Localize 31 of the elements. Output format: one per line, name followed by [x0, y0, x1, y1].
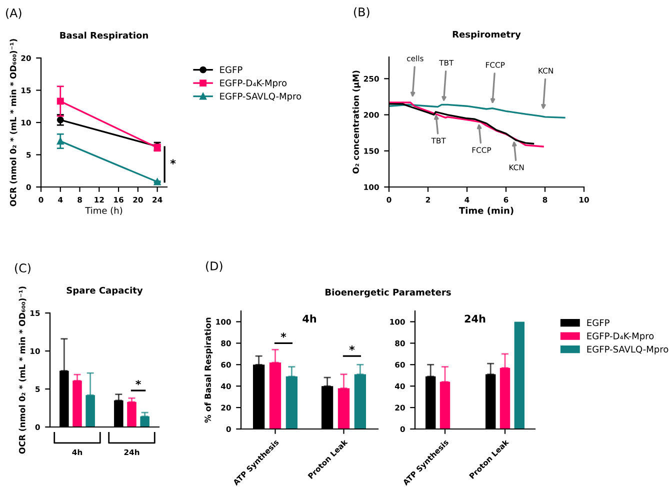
bar [140, 416, 150, 427]
y-axis-title: OCR (nmol 0₂ * (mL * min * OD₆₀₀)⁻¹) [18, 286, 26, 454]
y-axis-title: % of Basal Respiration [204, 318, 213, 423]
x-axis-title: Time (h) [85, 206, 122, 215]
x-axis-title: Time (min) [458, 206, 514, 215]
text: (B) [354, 7, 370, 18]
bar [127, 402, 136, 427]
chart-subtitle: 24h [464, 314, 486, 322]
annotation: * [136, 380, 141, 386]
legend-label: EGFP-D₄K-Mpro [587, 332, 654, 342]
y-axis-title: OCR (nmol 0₂ * (mL * min * OD₆₀₀)⁻¹) [10, 39, 18, 206]
line-series [389, 104, 566, 118]
annotation: * [349, 345, 355, 351]
bar [514, 322, 524, 429]
annotation: * [280, 332, 286, 338]
chart-title: Bioenergetic Parameters [326, 288, 451, 298]
legend-label: EGFP [220, 66, 242, 74]
legend-label: EGFP-D₄K-Mpro [220, 80, 287, 88]
text: (C) [15, 263, 30, 274]
chart-title: Spare Capacity [66, 286, 143, 296]
legend-label: EGFP-SAVLQ-Mpro [220, 92, 302, 102]
y-axis-title: O₂ concentration (µM) [352, 70, 361, 174]
chart-title: Basal Respiration [60, 32, 148, 40]
chart-subtitle: 4h [302, 314, 316, 322]
line-series [389, 102, 544, 148]
chart-title: Respirometry [452, 30, 521, 40]
text: (D) [206, 261, 222, 272]
legend-label: EGFP [587, 319, 610, 326]
legend-label: EGFP-SAVLQ-Mpro [587, 346, 668, 354]
text: * [170, 159, 176, 164]
text: (A) [6, 8, 22, 19]
